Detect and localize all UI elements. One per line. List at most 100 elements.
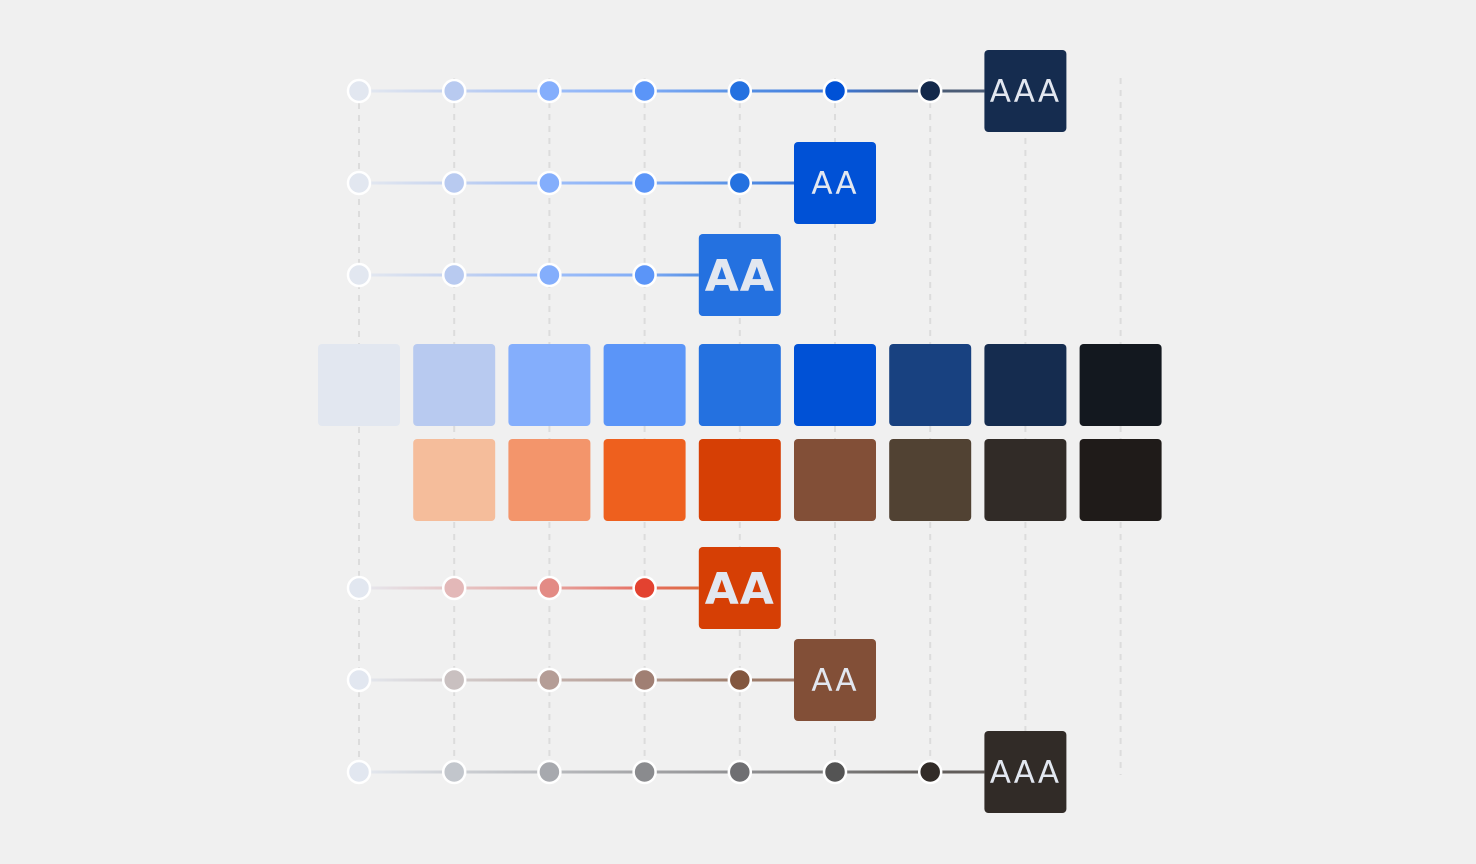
step-dot bbox=[441, 667, 467, 693]
connector-line bbox=[454, 89, 550, 93]
swatch-blue-6 bbox=[889, 344, 972, 426]
contrast-row-1: AA bbox=[346, 142, 876, 224]
swatch-warm-8 bbox=[1079, 439, 1162, 521]
swatch-warm-4 bbox=[698, 439, 781, 521]
contrast-badge bbox=[698, 234, 781, 316]
badge-label: AAA bbox=[990, 755, 1061, 791]
connector-line bbox=[549, 770, 645, 774]
badge-label: AA bbox=[811, 166, 858, 202]
connector-line bbox=[835, 770, 931, 774]
connector-line bbox=[739, 181, 794, 185]
swatch-warm-7 bbox=[984, 439, 1067, 521]
step-dot bbox=[346, 575, 372, 601]
step-dot bbox=[822, 759, 848, 785]
step-dot bbox=[346, 78, 372, 104]
swatch-blue-7 bbox=[984, 344, 1067, 426]
step-dot bbox=[346, 759, 372, 785]
swatch-blue-3 bbox=[603, 344, 686, 426]
connector-line bbox=[454, 678, 550, 682]
connector-line bbox=[454, 273, 550, 277]
connector-line bbox=[359, 586, 455, 590]
connector-line bbox=[359, 273, 455, 277]
connector-line bbox=[930, 770, 985, 774]
connector-line bbox=[454, 181, 550, 185]
connector-line bbox=[549, 273, 645, 277]
step-dot bbox=[346, 262, 372, 288]
step-dot bbox=[632, 262, 657, 288]
swatch-warm-5 bbox=[794, 439, 876, 521]
contrast-row-0: AAA bbox=[346, 50, 1067, 132]
connector-line bbox=[644, 181, 740, 185]
step-dot bbox=[537, 170, 562, 196]
badge-label: AA bbox=[811, 663, 858, 699]
contrast-badge bbox=[984, 731, 1067, 813]
connector-line bbox=[739, 678, 794, 682]
connector-line bbox=[359, 770, 455, 774]
contrast-badge bbox=[794, 639, 876, 721]
contrast-row-4: AA bbox=[346, 639, 876, 721]
connector-line bbox=[739, 89, 835, 93]
swatch-warm-3 bbox=[603, 439, 686, 521]
step-dot bbox=[917, 759, 943, 785]
step-dot bbox=[537, 575, 562, 601]
contrast-row-5: AAA bbox=[346, 731, 1067, 813]
step-dot bbox=[632, 759, 657, 785]
step-dot bbox=[917, 78, 943, 104]
connector-line bbox=[644, 273, 699, 277]
connector-line bbox=[644, 770, 740, 774]
step-dot bbox=[537, 78, 562, 104]
swatch-blue-1 bbox=[413, 344, 496, 426]
contrast-row-3: AA bbox=[346, 547, 781, 629]
connector-line bbox=[644, 678, 740, 682]
step-dot bbox=[441, 575, 467, 601]
step-dot bbox=[822, 78, 848, 104]
badge-label: AA bbox=[705, 564, 775, 615]
contrast-row-2: AA bbox=[346, 234, 781, 316]
badge-label: AA bbox=[705, 251, 775, 302]
connector-line bbox=[454, 770, 550, 774]
connector-line bbox=[644, 89, 740, 93]
step-dot bbox=[632, 667, 657, 693]
step-dot bbox=[727, 170, 753, 196]
swatch-blue-8 bbox=[1079, 344, 1162, 426]
step-dot bbox=[727, 78, 753, 104]
connector-line bbox=[930, 89, 985, 93]
swatch-warm-1 bbox=[413, 439, 496, 521]
step-dot bbox=[727, 759, 753, 785]
connector-line bbox=[359, 181, 455, 185]
step-dot bbox=[441, 170, 467, 196]
swatch-warm-2 bbox=[508, 439, 591, 521]
swatch-warm-6 bbox=[889, 439, 972, 521]
step-dot bbox=[632, 170, 657, 196]
swatch-blue-4 bbox=[698, 344, 781, 426]
connector-line bbox=[549, 586, 645, 590]
connector-line bbox=[739, 770, 835, 774]
swatch-blue-5 bbox=[794, 344, 876, 426]
step-dot bbox=[727, 667, 753, 693]
step-dot bbox=[441, 78, 467, 104]
connector-line bbox=[359, 89, 455, 93]
step-dot bbox=[632, 575, 657, 601]
connector-line bbox=[359, 678, 455, 682]
contrast-badge bbox=[984, 50, 1067, 132]
badge-label: AAA bbox=[990, 74, 1061, 110]
step-dot bbox=[346, 667, 372, 693]
connector-line bbox=[835, 89, 931, 93]
swatch-blue-2 bbox=[508, 344, 591, 426]
connector-line bbox=[549, 89, 645, 93]
connector-line bbox=[454, 586, 550, 590]
connector-line bbox=[549, 678, 645, 682]
step-dot bbox=[537, 667, 562, 693]
step-dot bbox=[632, 78, 657, 104]
step-dot bbox=[537, 262, 562, 288]
connector-line bbox=[644, 586, 699, 590]
step-dot bbox=[537, 759, 562, 785]
contrast-badge bbox=[698, 547, 781, 629]
step-dot bbox=[441, 262, 467, 288]
contrast-badge bbox=[794, 142, 876, 224]
step-dot bbox=[346, 170, 372, 196]
connector-line bbox=[549, 181, 645, 185]
step-dot bbox=[441, 759, 467, 785]
